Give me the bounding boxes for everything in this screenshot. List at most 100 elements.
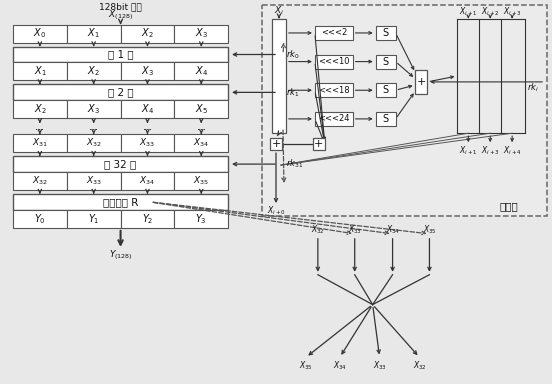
- Bar: [376, 55, 396, 69]
- Bar: [67, 63, 120, 80]
- Bar: [13, 46, 228, 63]
- Bar: [272, 19, 286, 133]
- Text: $X_3$: $X_3$: [87, 103, 100, 116]
- Bar: [174, 210, 228, 228]
- Text: $Y_2$: $Y_2$: [142, 212, 153, 226]
- Text: $X_3$: $X_3$: [141, 65, 154, 78]
- Bar: [120, 100, 174, 118]
- Text: $Y_3$: $Y_3$: [195, 212, 207, 226]
- Text: +: +: [417, 77, 426, 87]
- Text: $X_{35}$: $X_{35}$: [299, 359, 313, 372]
- Text: S: S: [383, 114, 389, 124]
- Bar: [315, 83, 353, 97]
- Text: <<<18: <<<18: [318, 86, 349, 95]
- Text: ...: ...: [35, 122, 44, 132]
- Text: $rk_i$: $rk_i$: [527, 81, 539, 94]
- Bar: [120, 172, 174, 190]
- Text: <<<24: <<<24: [318, 114, 349, 123]
- Text: $Y_{(128)}$: $Y_{(128)}$: [109, 248, 132, 262]
- Text: $X_i$: $X_i$: [274, 4, 284, 17]
- Text: S: S: [383, 28, 389, 38]
- Text: $X_4$: $X_4$: [141, 103, 154, 116]
- Text: $X_{32}$: $X_{32}$: [311, 223, 325, 236]
- Text: S: S: [383, 56, 389, 66]
- Text: $Y_1$: $Y_1$: [88, 212, 99, 226]
- Text: $X_{34}$: $X_{34}$: [385, 223, 400, 236]
- Text: $rk_{31}$: $rk_{31}$: [286, 158, 303, 170]
- Text: $X_1$: $X_1$: [34, 65, 46, 78]
- Bar: [13, 156, 228, 172]
- Bar: [13, 84, 228, 100]
- Text: $Y_0$: $Y_0$: [34, 212, 46, 226]
- Text: $X_2$: $X_2$: [141, 26, 154, 40]
- Bar: [67, 172, 120, 190]
- Text: $X_{34}$: $X_{34}$: [333, 359, 347, 372]
- Text: +: +: [272, 139, 280, 149]
- Bar: [120, 210, 174, 228]
- Text: ...: ...: [143, 122, 152, 132]
- Bar: [13, 210, 67, 228]
- Bar: [262, 5, 547, 216]
- Text: $X_2$: $X_2$: [87, 65, 100, 78]
- Text: $X_0$: $X_0$: [33, 26, 46, 40]
- Bar: [13, 25, 67, 43]
- Bar: [67, 100, 120, 118]
- Text: 128bit 明文: 128bit 明文: [99, 2, 142, 11]
- Bar: [67, 210, 120, 228]
- Text: <<<2: <<<2: [321, 28, 347, 38]
- Text: +: +: [314, 139, 323, 149]
- Text: $X_3$: $X_3$: [195, 26, 208, 40]
- Bar: [174, 100, 228, 118]
- Text: $X_{i+1}$: $X_{i+1}$: [459, 5, 477, 18]
- Bar: [416, 70, 427, 94]
- Bar: [376, 112, 396, 126]
- Bar: [120, 134, 174, 152]
- Text: 第 1 论: 第 1 论: [108, 50, 134, 60]
- Bar: [313, 138, 325, 150]
- Text: $X_{34}$: $X_{34}$: [139, 175, 156, 187]
- Text: 第 2 论: 第 2 论: [108, 88, 134, 98]
- Text: <<<10: <<<10: [318, 57, 349, 66]
- Text: $X_{34}$: $X_{34}$: [193, 137, 209, 149]
- Bar: [13, 172, 67, 190]
- Bar: [174, 63, 228, 80]
- Text: $X_{33}$: $X_{33}$: [86, 175, 102, 187]
- Text: ...: ...: [197, 122, 206, 132]
- Bar: [315, 55, 353, 69]
- Text: $rk_0$: $rk_0$: [286, 48, 300, 61]
- Bar: [174, 134, 228, 152]
- Text: ...: ...: [89, 122, 98, 132]
- Text: $X_{31}$: $X_{31}$: [32, 137, 48, 149]
- Bar: [13, 194, 228, 210]
- Bar: [315, 112, 353, 126]
- Bar: [315, 26, 353, 40]
- Bar: [270, 138, 282, 150]
- Bar: [376, 26, 396, 40]
- Text: 轮函数: 轮函数: [500, 201, 518, 211]
- Text: $X_{33}$: $X_{33}$: [140, 137, 156, 149]
- Bar: [13, 63, 67, 80]
- Text: $rk_1$: $rk_1$: [286, 86, 299, 99]
- Bar: [174, 25, 228, 43]
- Text: $X_1$: $X_1$: [87, 26, 100, 40]
- Bar: [376, 83, 396, 97]
- Text: $X_{32}$: $X_{32}$: [86, 137, 102, 149]
- Bar: [120, 25, 174, 43]
- Bar: [174, 172, 228, 190]
- Bar: [13, 134, 67, 152]
- Text: $X_{i+4}$: $X_{i+4}$: [503, 145, 522, 157]
- Text: $X_{(128)}$: $X_{(128)}$: [108, 8, 133, 22]
- Text: $X_2$: $X_2$: [34, 103, 46, 116]
- Text: $X_{33}$: $X_{33}$: [348, 223, 362, 236]
- Text: $X_{35}$: $X_{35}$: [193, 175, 209, 187]
- Bar: [13, 100, 67, 118]
- Text: 反序变换 R: 反序变换 R: [103, 197, 138, 207]
- Text: $X_4$: $X_4$: [195, 65, 208, 78]
- Text: $X_{32}$: $X_{32}$: [32, 175, 48, 187]
- Text: $X_5$: $X_5$: [195, 103, 208, 116]
- Bar: [67, 134, 120, 152]
- Text: 第 32 论: 第 32 论: [104, 159, 137, 169]
- Text: $X_{i+1}$: $X_{i+1}$: [459, 145, 477, 157]
- Text: $X_{i+2}$: $X_{i+2}$: [481, 5, 500, 18]
- Text: S: S: [383, 85, 389, 95]
